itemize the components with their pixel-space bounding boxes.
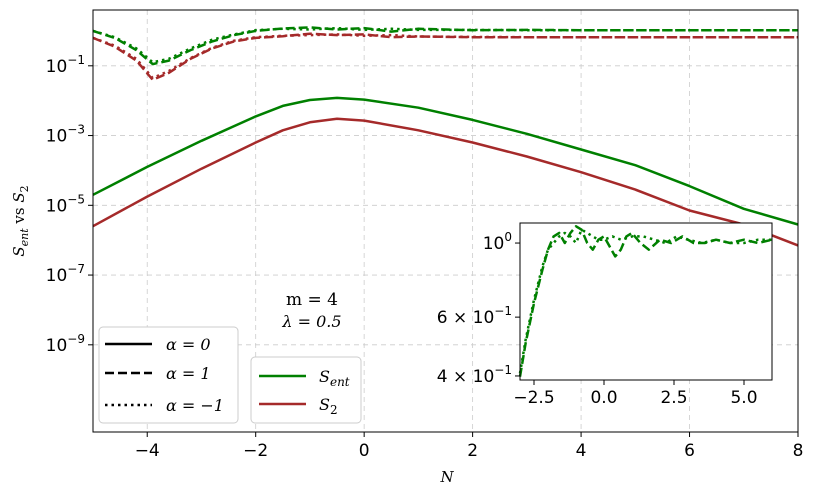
inset-x-tick-label: −2.5 [513,388,554,408]
main-plot-frame [92,9,799,433]
y-tick-label: 10−9 [46,332,85,356]
inset-y-ticks: 100 6 × 10−1 4 × 10−1 [437,230,520,387]
x-axis-label: N [439,468,454,486]
main-x-ticks: −4 −2 0 2 4 6 8 [135,432,804,461]
legend-alpha-minus1-label: α = −1 [166,396,224,415]
inset-frame [519,222,773,381]
y-tick-label: 10−3 [46,123,85,147]
y-axis-label: Sent vs S2 [10,185,31,256]
legend-styles-frame [98,326,239,424]
inset-series-line-alpha-1 [518,225,773,377]
main-series-layer [92,26,799,247]
inset-series-layer [518,225,773,377]
annotation-lambda: λ = 0.5 [281,312,341,331]
inset-x-tick-label: 0.0 [590,388,617,408]
y-tick-label: 10−7 [46,262,85,286]
legend-alpha1-label: α = 1 [166,364,211,383]
x-tick-label: 8 [793,441,804,461]
x-tick-label: 2 [467,441,478,461]
inset-y-tick-label: 6 × 10−1 [437,304,512,328]
legend-quantities-frame [250,356,362,424]
inset-y-tick-label: 4 × 10−1 [437,363,512,387]
legend-quantities: Sent S2 [250,356,362,424]
legend-alpha0-label: α = 0 [166,335,211,354]
main-y-ticks: 10−1 10−3 10−5 10−7 10−9 [46,53,93,356]
series-line-s2-alpha-1 [92,32,798,82]
inset-x-ticks: −2.5 0.0 2.5 5.0 [513,380,758,408]
legend-line-styles: α = 0 α = 1 α = −1 [98,326,239,424]
series-line-sent-alpha-1 [92,26,798,66]
inset-y-tick-label: 100 [483,230,512,254]
x-tick-label: −4 [135,441,160,461]
inset-series-line-alpha-minus1 [518,228,772,374]
inset-x-tick-label: 2.5 [660,388,687,408]
inset-x-tick-label: 5.0 [730,388,757,408]
y-tick-label: 10−5 [46,192,85,216]
x-tick-label: −2 [243,441,268,461]
x-tick-label: 6 [684,441,695,461]
y-tick-label: 10−1 [46,53,85,77]
series-line-s2-alpha-0 [92,117,799,247]
x-tick-label: 0 [359,441,370,461]
series-line-sent-alpha-0 [92,96,799,226]
annotation-mass: m = 4 [286,290,338,310]
inset-background [520,223,772,380]
x-tick-label: 4 [576,441,587,461]
inset-chart: −2.5 0.0 2.5 5.0 100 6 × 10−1 4 × 10−1 [437,222,773,408]
